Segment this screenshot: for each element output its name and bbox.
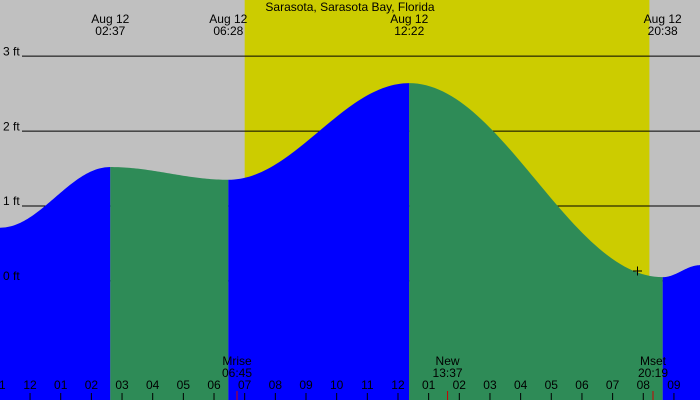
event-time: 02:37: [95, 24, 125, 38]
x-tick-label: 10: [330, 378, 344, 392]
event-date: Aug 12: [209, 12, 247, 26]
x-tick-label: 01: [54, 378, 68, 392]
chart-title: Sarasota, Sarasota Bay, Florida: [265, 0, 435, 14]
x-tick-label: 03: [483, 378, 497, 392]
event-date: Aug 12: [390, 12, 428, 26]
x-tick-label: 09: [299, 378, 313, 392]
x-tick-label: 09: [667, 378, 681, 392]
moon-event: New: [436, 354, 460, 368]
y-tick-label: 0 ft: [3, 269, 20, 283]
x-tick-label: 12: [391, 378, 405, 392]
moon-event: Mset: [640, 354, 667, 368]
moon-time: 13:37: [433, 366, 463, 380]
falling-tide: [110, 167, 229, 400]
rising-tide: [0, 167, 111, 400]
event-time: 12:22: [394, 24, 424, 38]
x-tick-label: 03: [115, 378, 129, 392]
x-tick-label: 07: [238, 378, 252, 392]
moon-time: 20:19: [638, 366, 668, 380]
y-tick-label: 1 ft: [3, 194, 20, 208]
x-tick-label: 08: [637, 378, 651, 392]
x-tick-label: 06: [207, 378, 221, 392]
x-tick-label: 02: [453, 378, 467, 392]
falling-tide: [409, 83, 663, 400]
x-tick-label: 11: [361, 378, 374, 392]
x-tick-label: 05: [545, 378, 559, 392]
x-tick-label: 02: [85, 378, 99, 392]
x-tick-label: 04: [514, 378, 528, 392]
event-time: 06:28: [213, 24, 243, 38]
x-tick-label: 07: [606, 378, 620, 392]
x-tick-label: 11: [0, 378, 6, 392]
rising-tide: [662, 265, 700, 400]
x-tick-label: 12: [23, 378, 37, 392]
y-tick-label: 2 ft: [3, 119, 20, 133]
x-tick-label: 05: [177, 378, 191, 392]
event-date: Aug 12: [91, 12, 129, 26]
moon-event: Mrise: [222, 354, 252, 368]
x-tick-label: 06: [575, 378, 589, 392]
now-marker: [633, 266, 642, 276]
y-tick-label: 3 ft: [3, 44, 20, 58]
event-time: 20:38: [648, 24, 678, 38]
moon-time: 06:45: [222, 366, 252, 380]
event-date: Aug 12: [644, 12, 682, 26]
x-tick-label: 04: [146, 378, 160, 392]
rising-tide: [228, 83, 410, 400]
x-tick-label: 01: [422, 378, 436, 392]
x-tick-label: 08: [269, 378, 283, 392]
